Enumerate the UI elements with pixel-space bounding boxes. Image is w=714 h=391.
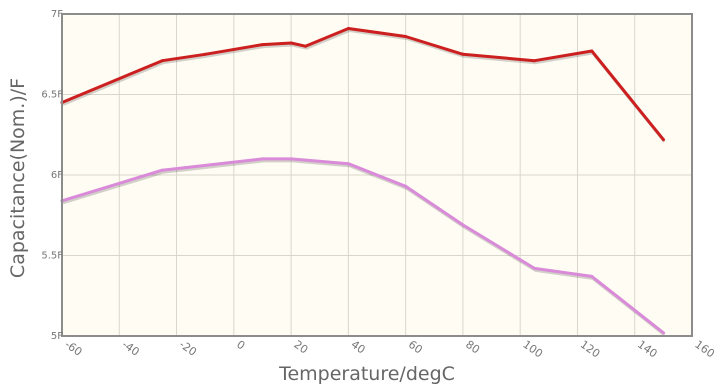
series-2-point <box>590 274 594 278</box>
x-tick-label: 120 <box>578 338 603 361</box>
x-tick-label: 20 <box>291 338 310 357</box>
x-tick-label: 0 <box>234 338 247 353</box>
series-2-point <box>346 162 350 166</box>
series-group <box>60 26 666 336</box>
series-2-point <box>661 331 665 335</box>
series-1-point <box>461 52 465 56</box>
x-tick-label: 40 <box>349 338 368 357</box>
series-1-point <box>404 35 408 39</box>
y-tick-label: 6.5F <box>41 90 63 101</box>
series-1-point <box>533 59 536 63</box>
series-1-point <box>303 44 307 48</box>
series-1-point <box>590 49 594 53</box>
series-2-point <box>404 184 408 188</box>
series-2-point <box>461 223 465 227</box>
x-axis: -60 -40 -20 0 20 40 60 80 100 120 140 160 <box>62 338 714 361</box>
series-2-line <box>60 157 665 335</box>
x-tick-label: 100 <box>520 338 545 361</box>
series-2-point <box>289 157 293 161</box>
series-1-point <box>260 43 264 47</box>
x-tick-label: 60 <box>406 338 425 357</box>
series-2-point <box>160 168 164 172</box>
series-2-point <box>533 266 536 270</box>
y-axis: 5F 5.5F 6F 6.5F 7F <box>41 9 63 342</box>
series-1-point <box>160 59 164 63</box>
x-tick-label: 160 <box>692 338 714 361</box>
y-tick-label: 5.5F <box>41 251 63 262</box>
series-1-point <box>203 52 207 56</box>
y-tick-label: 6F <box>51 170 63 181</box>
series-2-point <box>260 157 264 161</box>
x-axis-label: Temperature/degC <box>278 363 455 385</box>
series-1-point <box>661 138 665 142</box>
y-tick-label: 5F <box>51 331 63 342</box>
plot-frame <box>61 13 693 337</box>
x-tick-label: -20 <box>177 338 199 359</box>
y-tick-label: 7F <box>51 9 63 20</box>
x-tick-label: 80 <box>463 338 482 357</box>
series-1-line <box>60 27 665 142</box>
series-1-point <box>346 26 350 30</box>
x-tick-label: 140 <box>635 338 660 361</box>
x-tick-label: -60 <box>62 338 84 359</box>
series-1-point <box>289 41 293 45</box>
y-axis-label: Capacitance(Nom.)/F <box>7 78 29 278</box>
x-tick-label: -40 <box>120 338 142 359</box>
series-1-shadow <box>62 29 666 143</box>
